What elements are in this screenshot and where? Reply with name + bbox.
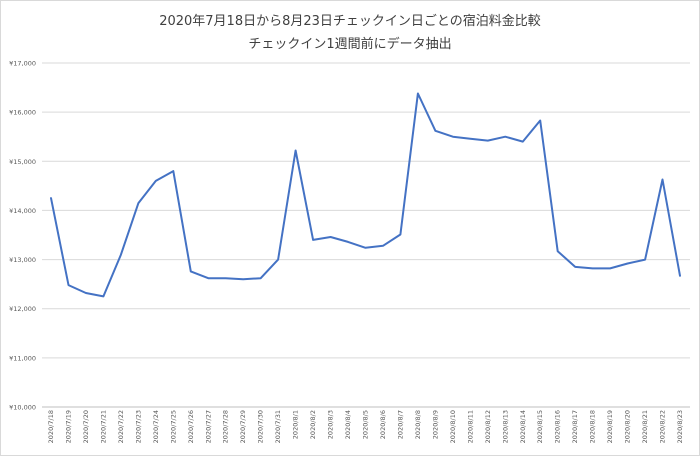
x-tick-label: 2020/7/24 bbox=[152, 410, 160, 443]
data-point bbox=[120, 253, 122, 255]
data-point bbox=[277, 258, 279, 260]
x-tick-label: 2020/8/15 bbox=[536, 410, 544, 443]
y-tick-label: ¥11,000 bbox=[9, 354, 36, 362]
gridlines bbox=[42, 62, 690, 408]
x-tick-label: 2020/7/29 bbox=[239, 410, 247, 443]
y-axis-tick-labels: ¥10,000 ¥11,000 ¥12,000 ¥13,000 ¥14,000 ¥15,0… bbox=[9, 60, 36, 412]
x-tick-label: 2020/8/16 bbox=[554, 410, 562, 443]
data-point bbox=[312, 239, 314, 241]
series-layer bbox=[50, 92, 681, 298]
data-point bbox=[679, 275, 681, 277]
x-tick-label: 2020/8/18 bbox=[589, 410, 597, 443]
series-line bbox=[50, 92, 681, 298]
x-tick-label: 2020/7/31 bbox=[274, 410, 282, 443]
y-tick-label: ¥16,000 bbox=[9, 109, 36, 117]
x-tick-label: 2020/8/23 bbox=[676, 410, 684, 443]
data-point bbox=[661, 178, 663, 180]
x-tick-label: 2020/7/28 bbox=[222, 410, 230, 443]
data-point bbox=[364, 247, 366, 249]
data-point bbox=[155, 180, 157, 182]
data-point bbox=[539, 119, 541, 121]
data-point bbox=[259, 277, 261, 279]
data-point bbox=[626, 262, 628, 264]
chart-title: 2020年7月18日から8月23日チェックイン日ごとの宿泊料金比較 bbox=[159, 14, 541, 29]
data-point bbox=[591, 267, 593, 269]
data-point bbox=[434, 130, 436, 132]
data-point bbox=[102, 295, 104, 297]
x-tick-label: 2020/7/27 bbox=[204, 410, 212, 443]
x-tick-label: 2020/8/11 bbox=[466, 410, 474, 443]
data-point bbox=[242, 278, 244, 280]
x-tick-label: 2020/8/2 bbox=[309, 410, 317, 439]
x-tick-label: 2020/8/21 bbox=[641, 410, 649, 443]
x-tick-label: 2020/8/3 bbox=[327, 410, 335, 439]
data-point bbox=[504, 136, 506, 138]
data-point bbox=[85, 292, 87, 294]
data-point bbox=[399, 233, 401, 235]
data-point bbox=[522, 140, 524, 142]
x-axis-tick-labels: 2020/7/18 2020/7/19 2020/7/20 2020/7/21 2020… bbox=[47, 410, 684, 443]
x-tick-label: 2020/8/4 bbox=[344, 410, 352, 439]
x-tick-label: 2020/8/10 bbox=[449, 410, 457, 443]
data-point bbox=[452, 136, 454, 138]
x-tick-label: 2020/7/23 bbox=[134, 410, 142, 443]
data-point bbox=[294, 149, 296, 151]
data-point bbox=[190, 270, 192, 272]
data-point bbox=[137, 202, 139, 204]
x-tick-label: 2020/8/17 bbox=[571, 410, 579, 443]
data-point bbox=[172, 170, 174, 172]
data-point bbox=[67, 284, 69, 286]
data-point bbox=[574, 266, 576, 268]
data-point bbox=[469, 137, 471, 139]
x-tick-label: 2020/7/22 bbox=[117, 410, 125, 443]
y-tick-label: ¥12,000 bbox=[9, 305, 36, 313]
x-tick-label: 2020/8/9 bbox=[431, 410, 439, 439]
x-tick-label: 2020/8/7 bbox=[396, 410, 404, 439]
x-tick-label: 2020/7/26 bbox=[187, 410, 195, 443]
x-tick-label: 2020/8/1 bbox=[292, 410, 300, 439]
y-tick-label: ¥15,000 bbox=[9, 158, 36, 166]
chart-subtitle: チェックイン1週間前にデータ抽出 bbox=[248, 37, 452, 52]
y-tick-label: ¥13,000 bbox=[9, 256, 36, 264]
x-tick-label: 2020/8/12 bbox=[484, 410, 492, 443]
data-point bbox=[382, 245, 384, 247]
x-tick-label: 2020/8/19 bbox=[606, 410, 614, 443]
data-point bbox=[347, 241, 349, 243]
y-tick-label: ¥10,000 bbox=[9, 404, 36, 412]
x-tick-label: 2020/7/21 bbox=[99, 410, 107, 443]
x-tick-label: 2020/8/20 bbox=[624, 410, 632, 443]
x-tick-label: 2020/8/8 bbox=[414, 410, 422, 439]
data-point bbox=[556, 250, 558, 252]
y-tick-label: ¥14,000 bbox=[9, 207, 36, 215]
x-tick-label: 2020/7/18 bbox=[47, 410, 55, 443]
x-tick-label: 2020/8/22 bbox=[659, 410, 667, 443]
data-point bbox=[329, 236, 331, 238]
y-tick-label: ¥17,000 bbox=[9, 60, 36, 68]
x-tick-label: 2020/8/5 bbox=[362, 410, 370, 439]
x-tick-label: 2020/8/13 bbox=[501, 410, 509, 443]
x-tick-label: 2020/8/6 bbox=[379, 410, 387, 439]
x-tick-label: 2020/7/20 bbox=[82, 410, 90, 443]
data-point bbox=[609, 267, 611, 269]
x-tick-label: 2020/7/25 bbox=[169, 410, 177, 443]
data-point bbox=[207, 277, 209, 279]
x-tick-label: 2020/7/19 bbox=[64, 410, 72, 443]
data-point bbox=[417, 92, 419, 94]
data-point bbox=[50, 197, 52, 199]
data-point bbox=[644, 258, 646, 260]
data-point bbox=[225, 277, 227, 279]
x-tick-label: 2020/7/30 bbox=[257, 410, 265, 443]
x-tick-label: 2020/8/14 bbox=[519, 410, 527, 443]
data-point bbox=[487, 139, 489, 141]
